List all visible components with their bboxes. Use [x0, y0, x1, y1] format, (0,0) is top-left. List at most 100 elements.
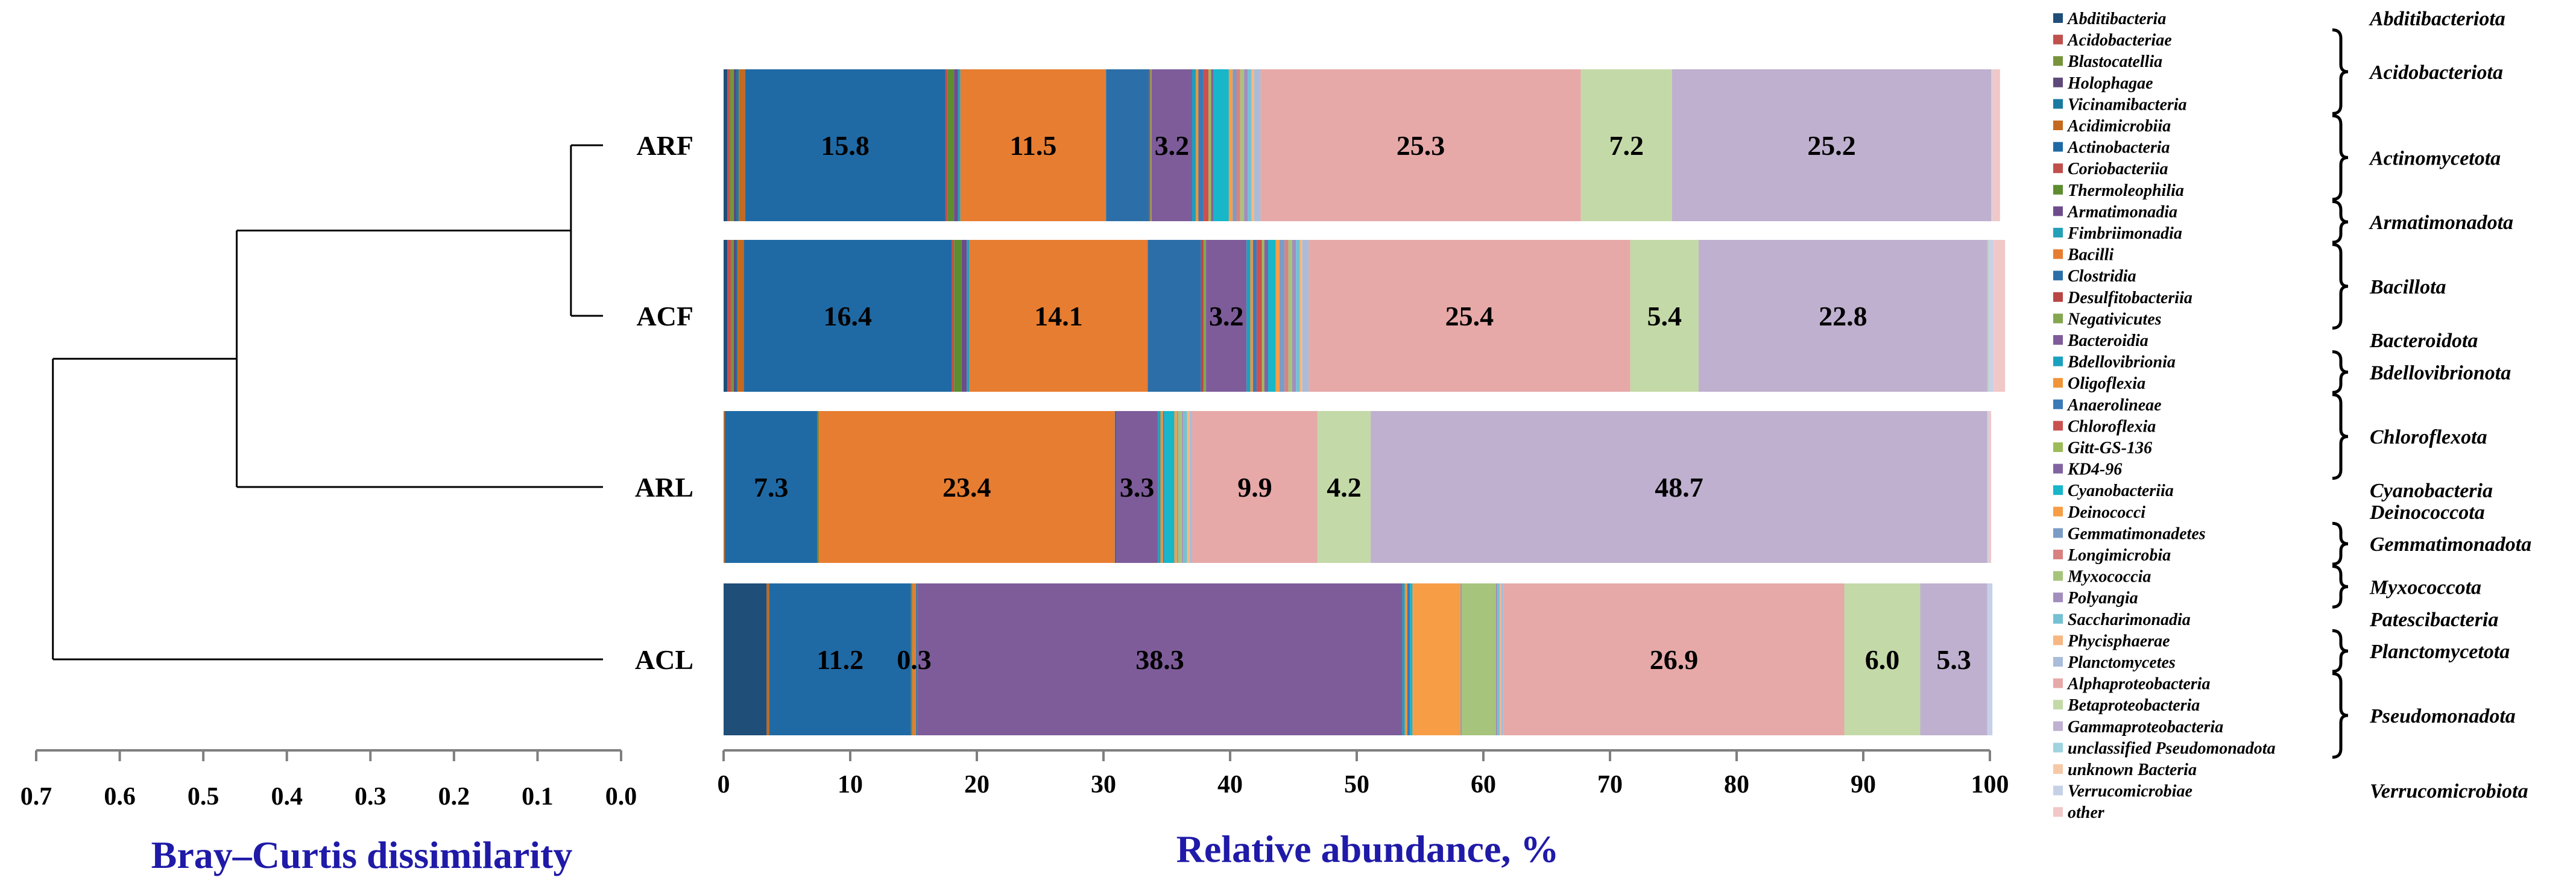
bar-segment-ACL-bacilli	[912, 583, 917, 735]
bar-segment-ACF-longimicrobia	[1284, 240, 1289, 392]
phylum-label: Deinococcota	[2369, 501, 2485, 524]
bar-segment-ACF-bacteroidia	[1206, 240, 1247, 392]
legend-swatch	[2053, 571, 2063, 581]
bar-segment-ACF-myxococcia	[1288, 240, 1292, 392]
legend-label: Saccharimonadia	[2068, 611, 2191, 629]
bar-segment-ARF-kd4-96	[1211, 69, 1214, 221]
dendrogram-axis: 0.7 0.6 0.5 0.4 0.3 0.2 0.1 0.0	[21, 749, 637, 811]
bar-segment-ACL-deinococci	[1412, 583, 1461, 735]
phylum-brace	[2332, 199, 2349, 244]
bar-segment-ARF-saccharimonadia	[1248, 69, 1252, 221]
phylum-labels: Abditibacteriota Acidobacteriota Actinomyc…	[2332, 8, 2531, 803]
dendrogram-axis-tick-label: 0.5	[188, 783, 219, 811]
bar-segment-ACF-polyangia	[1292, 240, 1296, 392]
bar-segment-ARF-vicinamibacteria	[736, 69, 739, 221]
bar-segment-ACF-verrucomicrobiae	[1990, 240, 1994, 392]
bar-segment-ACL-bacteroidia	[917, 583, 1403, 735]
bar-segment-ARF-bacteroidia	[1151, 69, 1192, 221]
dendrogram-axis-tick-label: 0.6	[104, 783, 136, 811]
bar-segment-ACL-bdellovibrionia	[1402, 583, 1405, 735]
legend-label: Holophagae	[2067, 74, 2153, 93]
dendrogram-axis-tick-label: 0.4	[271, 783, 303, 811]
bar-segment-ACL-thermoleophilia	[911, 583, 912, 735]
legend-swatch	[2053, 184, 2063, 195]
legend-swatch	[2053, 442, 2063, 452]
legend-label: Armatimonadia	[2066, 203, 2177, 221]
bar-segment-ARL-saccharimonadia	[1183, 411, 1187, 563]
legend-label: Oligoflexia	[2068, 374, 2145, 393]
bar-segment-ARF-coriobacteriia	[945, 69, 948, 221]
legend: Abditibacteria Acidobacteriae Blastocatell…	[2053, 10, 2276, 822]
legend-swatch	[2053, 313, 2063, 324]
phylum-label: Armatimonadota	[2369, 212, 2513, 234]
bar-segment-ACL-acidimicrobiia	[766, 583, 769, 735]
bar-segment-ARL-phycisphaerae	[1187, 411, 1190, 563]
legend-label: Longimicrobia	[2067, 546, 2171, 565]
legend-label: Chloroflexia	[2068, 417, 2156, 436]
legend-swatch	[2053, 743, 2063, 753]
legend-label: Deinococci	[2067, 503, 2145, 522]
legend-swatch	[2053, 121, 2063, 130]
data-label-ACL-betaproteobacteria: 6.0	[1865, 644, 1900, 675]
phylum-label: Planctomycetota	[2369, 641, 2510, 663]
bar-segment-ACF-cyanobacteriia	[1268, 240, 1276, 392]
legend-label: Phycisphaerae	[2067, 632, 2170, 650]
legend-label: Bacteroidia	[2067, 331, 2148, 350]
bar-segment-ACL-anaerolineae	[1407, 583, 1410, 735]
bar-segment-ARF-armatimonadia	[954, 69, 958, 221]
phylum-brace	[2332, 629, 2349, 673]
legend-swatch	[2053, 249, 2063, 259]
data-label-ARL-bacteroidia: 3.3	[1120, 472, 1155, 503]
bar-segment-ACF-saccharimonadia	[1296, 240, 1300, 392]
data-label-ARF-bacilli: 11.5	[1009, 130, 1056, 161]
legend-swatch	[2053, 378, 2063, 388]
legend-label: Abditibacteria	[2066, 10, 2166, 28]
bar-segment-ACF-desulfitobacteriia	[1201, 240, 1204, 392]
legend-swatch	[2053, 550, 2063, 559]
bar-axis-tick-label: 10	[838, 771, 863, 799]
legend-swatch	[2053, 592, 2063, 603]
bar-segment-ACF-abditibacteria	[724, 240, 728, 392]
data-label-ACL-bacilli: 0.3	[897, 644, 932, 675]
legend-swatch	[2053, 700, 2063, 710]
phylum-label: Patescibacteria	[2369, 609, 2498, 631]
bar-segment-ARL-gemmatimonadetes	[1176, 411, 1178, 563]
bar-segment-ACL-phycisphaerae	[1500, 583, 1501, 735]
bar-segment-ACF-planctomycetes	[1302, 240, 1309, 392]
phylum-label: Bdellovibrionota	[2369, 362, 2511, 384]
bar-segment-ACF-other	[1994, 240, 2006, 392]
bar-segment-ACL-saccharimonadia	[1497, 583, 1500, 735]
bar-segment-ACF-acidobacteriae	[727, 240, 731, 392]
bar-axis-tick-label: 30	[1091, 771, 1116, 799]
sample-labels: ARF ACF ARL ACL	[635, 130, 693, 675]
bar-segment-ARF-bacilli	[960, 69, 1106, 221]
bar-segment-ARL-alphaproteobacteria	[1192, 411, 1318, 563]
data-label-ACF-betaproteobacteria: 5.4	[1647, 301, 1682, 331]
legend-swatch	[2053, 635, 2063, 645]
bar-segment-ACF-unknown-bacteria	[1988, 240, 1990, 392]
legend-swatch	[2053, 13, 2063, 23]
data-label-ACL-alphaproteobacteria: 26.9	[1650, 644, 1699, 675]
bar-segment-ACF-alphaproteobacteria	[1309, 240, 1631, 392]
sample-label-ARL: ARL	[635, 472, 693, 503]
phylum-label: Verrucomicrobiota	[2370, 780, 2528, 803]
bar-axis-tick-label: 20	[964, 771, 990, 799]
data-label-ACL-actinobacteria: 11.2	[816, 644, 863, 675]
data-label-ARF-bacteroidia: 3.2	[1155, 130, 1190, 161]
bar-segment-ARF-holophagae	[733, 69, 736, 221]
bar-segment-ARF-abditibacteria	[724, 69, 728, 221]
legend-swatch	[2053, 764, 2063, 774]
phylum-brace	[2332, 350, 2349, 394]
bar-segment-ARL-gammaproteobacteria	[1371, 411, 1987, 563]
legend-swatch	[2053, 77, 2063, 87]
bar-segment-ARL-thermoleophilia	[817, 411, 819, 563]
bar-segment-ACF-vicinamibacteria	[736, 240, 738, 392]
dendrogram-axis-title: Bray–Curtis dissimilarity	[151, 834, 573, 876]
bar-segment-ACL-myxococcia	[1462, 583, 1496, 735]
bar-segment-ACF-gemmatimonadetes	[1279, 240, 1285, 392]
data-label-ARL-actinobacteria: 7.3	[754, 472, 789, 503]
bar-segment-ACL-planctomycetes	[1501, 583, 1504, 735]
bar-segment-ARL-anaerolineae	[1163, 411, 1164, 563]
dendrogram-axis-tick-label: 0.3	[355, 783, 387, 811]
sample-label-ACL: ACL	[635, 644, 693, 675]
